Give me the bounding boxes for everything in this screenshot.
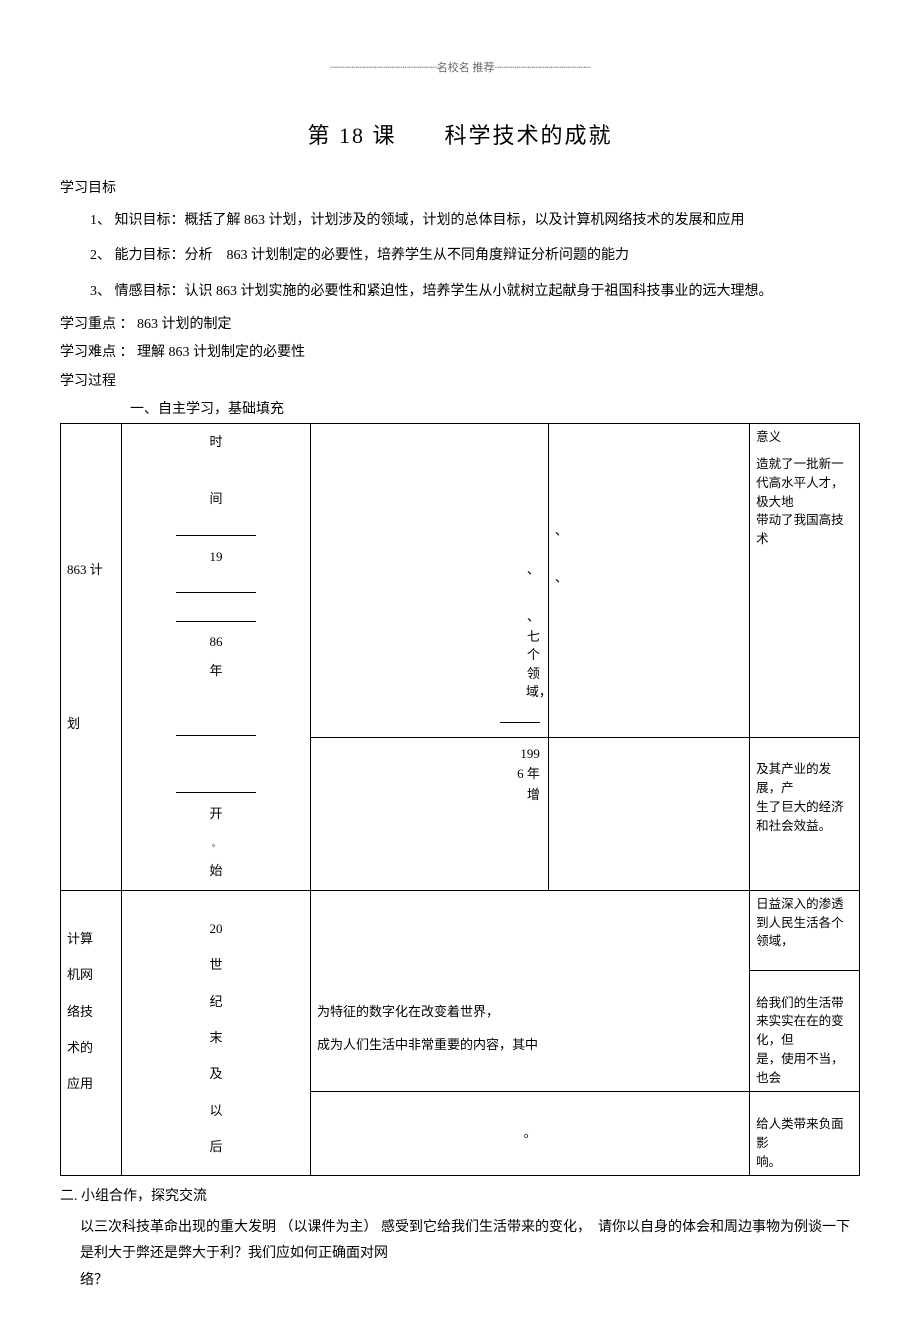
process-heading: 学习过程 (60, 371, 860, 393)
cell-time-2: 20世纪末及以后 (121, 890, 310, 1176)
content-table: 863 计 划 时间 19 86 年 开 。 始 、 、 七个领域， (60, 423, 860, 1176)
cell-863-label: 863 计 划 (61, 424, 122, 891)
cell-meaning-1b: 及其产业的发展，产 生了巨大的经济和社会效益。 (750, 737, 860, 890)
section2-heading: 二. 小组合作，探究交流 (60, 1186, 860, 1208)
goal-1: 1、 知识目标：概括了解 863 计划，计划涉及的领域，计划的总体目标，以及计算… (60, 208, 860, 233)
cell-meaning-2a: 日益深入的渗透到人民生活各个领域， (750, 890, 860, 970)
table-intro: 一、自主学习，基础填充 (60, 399, 860, 421)
cell-extra-1b (548, 737, 749, 890)
goal-3: 3、 情感目标：认识 863 计划实施的必要性和紧迫性，培养学生从小就树立起献身… (60, 279, 860, 304)
cell-meaning-2b: 给我们的生活带来实实在在的变化，但 是，使用不当， 也会 (750, 970, 860, 1092)
cell-content-1a: 、 、 七个领域， (311, 424, 549, 737)
cell-extra-1a: 、 、 (548, 424, 749, 737)
key-point: 学习重点 ： 863 计划的制定 (60, 314, 860, 336)
cell-calc-label: 计算机网络技术的应用 (61, 890, 122, 1176)
cell-meaning-2c: 给人类带来负面影 响。 (750, 1092, 860, 1176)
table-row: 863 计 划 时间 19 86 年 开 。 始 、 、 七个领域， (61, 424, 860, 737)
difficulty: 学习难点 ： 理解 863 计划制定的必要性 (60, 342, 860, 364)
goals-heading: 学习目标 (60, 178, 860, 200)
page-header: ┈┈┈┈┈┈┈┈┈┈┈┈┈┈┈┈┈┈┈名校名 推荐┈┈┈┈┈┈┈┈┈┈┈┈┈┈┈… (60, 60, 860, 78)
table-row: 计算机网络技术的应用 20世纪末及以后 为特征的数字化在改变着世界， 成为人们生… (61, 890, 860, 970)
lesson-title: 第 18 课 科学技术的成就 (60, 118, 860, 153)
goal-2: 2、 能力目标：分析 863 计划制定的必要性，培养学生从不同角度辩证分析问题的… (60, 243, 860, 268)
section2-body: 以三次科技革命出现的重大发明 （以课件为主） 感受到它给我们生活带来的变化， 请… (60, 1215, 860, 1295)
cell-content-2: 为特征的数字化在改变着世界， 成为人们生活中非常重要的内容，其中 (311, 890, 750, 1092)
cell-meaning-1a: 意义 造就了一批新一代高水平人才， 极大地 带动了我国高技术 (750, 424, 860, 737)
cell-content-2b: 。 (311, 1092, 750, 1176)
cell-content-1b: 1996 年增 (311, 737, 549, 890)
cell-time-1: 时间 19 86 年 开 。 始 (121, 424, 310, 891)
